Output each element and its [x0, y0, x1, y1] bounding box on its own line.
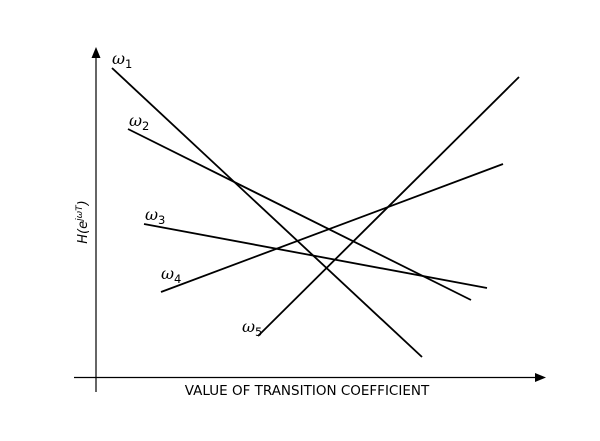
- line-omega-5: [257, 76, 520, 337]
- line-omega-2: [127, 128, 472, 301]
- x-axis-arrowhead: [535, 373, 546, 382]
- line-omega-3: [143, 223, 488, 289]
- label-omega-3: ω3: [145, 205, 165, 227]
- label-omega-4: ω4: [161, 264, 181, 286]
- x-axis-label: VALUE OF TRANSITION COEFFICIENT: [185, 383, 430, 399]
- line-omega-1: [111, 67, 423, 358]
- label-omega-2: ω2: [129, 111, 149, 133]
- y-axis-arrowhead: [91, 47, 101, 58]
- y-axis-label: H(ejωT): [75, 200, 91, 243]
- line-omega-4: [160, 163, 504, 293]
- label-omega-5: ω5: [242, 317, 262, 339]
- label-omega-1: ω1: [112, 49, 132, 71]
